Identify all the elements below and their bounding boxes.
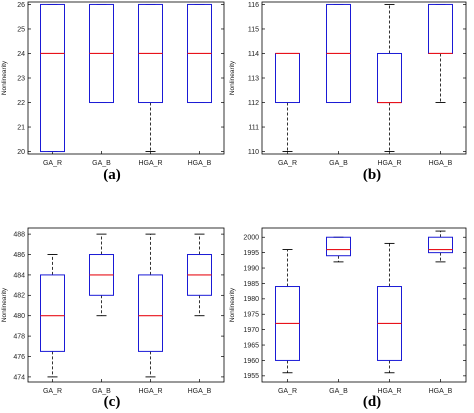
panel-2: 110 111 112 113 114 115 116 Nonlinearity GA_R GA_…	[229, 1, 467, 183]
iqr-box	[275, 52, 300, 104]
plot-frame	[261, 1, 467, 155]
y-tick-label: 25	[17, 26, 25, 33]
x-tick-label: GA_B	[329, 388, 348, 395]
y-tick-label: 23	[17, 75, 25, 82]
x-tick-label: HGA_B	[429, 160, 453, 167]
y-tick-label: 480	[13, 313, 25, 320]
box-GA_R	[275, 249, 300, 374]
y-tick-label: 484	[13, 272, 25, 279]
y-tick-label: 486	[13, 252, 25, 259]
box-HGA_R	[138, 3, 163, 152]
iqr-box	[40, 3, 65, 153]
x-tick-label: HGA_R	[138, 388, 162, 395]
y-tick-label: 1955	[243, 373, 259, 380]
x-tick-label: GA_B	[329, 160, 348, 167]
x-tick-label: HGA_R	[377, 388, 401, 395]
y-tick-label: 1990	[243, 265, 259, 272]
panel-caption: (c)	[104, 394, 121, 410]
iqr-box	[40, 274, 65, 352]
x-tick-label: HGA_B	[188, 388, 212, 395]
y-tick-label: 1995	[243, 250, 259, 257]
y-tick-label: 110	[248, 149, 259, 156]
panel-caption: (d)	[363, 394, 381, 410]
y-axis-label: Nonlinearity	[1, 287, 8, 322]
x-tick-label: HGA_B	[188, 160, 212, 167]
y-tick-label: 2000	[243, 235, 259, 242]
y-axis-label: Nonlinearity	[1, 60, 8, 95]
y-tick-label: 24	[17, 51, 25, 58]
y-tick-label: 116	[248, 2, 259, 9]
iqr-box	[428, 3, 453, 54]
plot-frame	[27, 1, 225, 155]
y-tick-label: 112	[248, 100, 259, 107]
y-tick-label: 114	[248, 51, 259, 58]
panel-3: 474 476 478 480 482 484 486 488 Nonlinearity GA_R…	[1, 227, 225, 410]
y-tick-label: 21	[17, 124, 25, 131]
box-GA_R	[40, 254, 65, 378]
box-GA_B	[326, 236, 351, 263]
panel-caption: (b)	[363, 167, 381, 183]
iqr-box	[428, 236, 453, 254]
y-tick-label: 20	[17, 149, 25, 156]
y-axis-label: Nonlinearity	[229, 287, 236, 322]
iqr-box	[326, 236, 351, 257]
y-tick-label: 1980	[243, 296, 259, 303]
box-GA_R	[40, 3, 65, 153]
x-tick-label: GA_R	[43, 160, 62, 167]
y-tick-label: 1960	[243, 358, 259, 365]
panel-caption: (a)	[103, 167, 121, 183]
y-tick-label: 111	[248, 124, 259, 131]
box-GA_B	[89, 233, 114, 317]
y-tick-label: 478	[13, 334, 25, 341]
y-tick-label: 482	[13, 293, 25, 300]
box-HGA_R	[377, 242, 402, 374]
x-tick-label: GA_B	[92, 160, 111, 167]
box-GA_B	[326, 3, 351, 104]
x-tick-label: GA_B	[92, 388, 111, 395]
y-tick-label: 476	[13, 354, 25, 361]
y-tick-label: 113	[248, 75, 259, 82]
y-tick-label: 488	[13, 232, 25, 239]
panel-4: 1955 1960 1965 1970 1975 1980 1985 1990 1995 2000…	[229, 227, 467, 410]
box-HGA_B	[428, 3, 453, 103]
y-axis-label: Nonlinearity	[229, 60, 236, 95]
box-HGA_R	[138, 233, 163, 378]
box-HGA_B	[187, 233, 212, 317]
iqr-box	[138, 274, 163, 352]
iqr-box	[377, 52, 402, 104]
x-tick-label: GA_R	[278, 388, 297, 395]
x-tick-label: GA_R	[278, 160, 297, 167]
box-HGA_R	[377, 4, 402, 152]
x-tick-label: HGA_R	[377, 160, 401, 167]
x-tick-label: GA_R	[43, 388, 62, 395]
y-tick-label: 1965	[243, 342, 259, 349]
box-HGA_B	[428, 230, 453, 263]
box-GA_R	[275, 52, 300, 152]
box-GA_B	[89, 3, 114, 104]
box-HGA_B	[187, 3, 212, 104]
y-tick-label: 1975	[243, 312, 259, 319]
plot-frame	[261, 227, 467, 383]
y-tick-label: 26	[17, 2, 25, 9]
x-tick-label: HGA_R	[138, 160, 162, 167]
y-tick-label: 1985	[243, 281, 259, 288]
y-tick-label: 474	[13, 374, 25, 381]
y-tick-label: 1970	[243, 327, 259, 334]
y-tick-label: 22	[17, 100, 25, 107]
plot-frame	[27, 227, 225, 383]
x-tick-label: HGA_B	[429, 388, 453, 395]
y-tick-label: 115	[248, 26, 259, 33]
panel-1: 20 21 22 23 24 25 26 Nonlinearity GA_R GA_B HGA_R H…	[1, 1, 225, 183]
